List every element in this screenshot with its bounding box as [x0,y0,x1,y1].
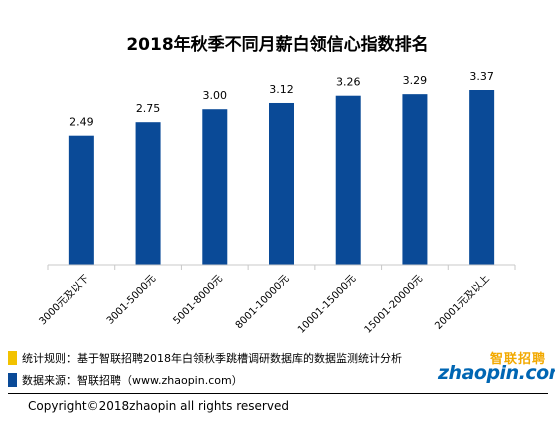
method-note: 统计规则：基于智联招聘2018年白领秋季跳槽调研数据库的数据监测统计分析 [8,350,402,366]
source-note: 数据来源：智联招聘（www.zhaopin.com） [8,372,243,388]
bar [469,90,495,265]
footer-divider [8,393,548,394]
bar [335,95,361,266]
x-tick-label: 5001-8000元 [172,273,225,326]
method-note-text: 统计规则：基于智联招聘2018年白领秋季跳槽调研数据库的数据监测统计分析 [22,352,402,365]
bar [269,102,294,265]
bar-value-label: 3.00 [203,89,228,102]
bar [402,94,428,266]
bar-value-label: 3.37 [469,70,494,83]
x-tick-label: 10001-15000元 [296,273,358,335]
x-tick-label: 20001元及以上 [432,273,491,332]
x-tick-label: 3001-5000元 [105,273,158,326]
source-note-text: 数据来源：智联招聘（www.zhaopin.com） [22,374,243,387]
x-tick-label: 3000元及以下 [37,273,92,328]
logo-en-text: zhaopin.com [438,362,555,384]
chart-title: 2018年秋季不同月薪白领信心指数排名 [126,35,429,55]
logo-cn-text: 智联招聘 [489,352,546,367]
method-legend-square [8,351,17,365]
x-tick-label: 15001-20000元 [363,273,425,335]
x-tick-label: 8001-10000元 [234,273,292,331]
bar-value-label: 2.49 [69,116,94,129]
bar-value-label: 2.75 [136,102,161,115]
bar-value-label: 3.26 [336,76,361,89]
copyright-text: Copyright©2018zhaopin all rights reserve… [28,399,289,413]
source-legend-square [8,373,17,387]
bar [68,135,94,265]
bar [135,122,161,265]
bar-value-label: 3.29 [403,74,428,87]
bar [202,109,228,265]
zhaopin-logo: 智联招聘 zhaopin.com [438,348,555,384]
bar-chart: 2.49 2.75 3.00 3.12 3.26 3.29 3.37 3000元及以下 300… [37,70,516,336]
bar-value-label: 3.12 [269,83,294,96]
